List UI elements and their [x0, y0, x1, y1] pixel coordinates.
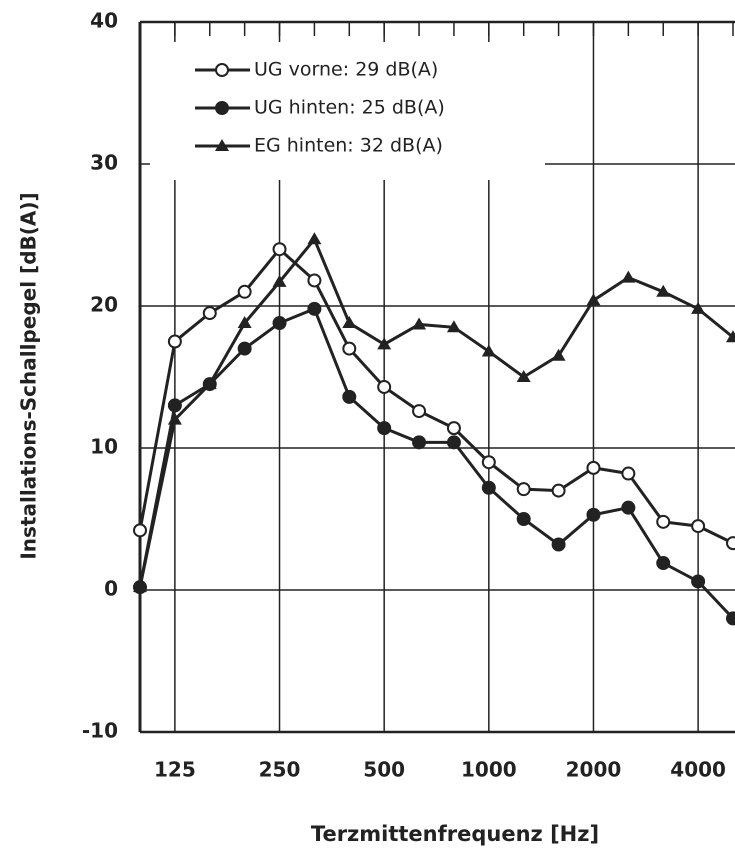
marker: [586, 507, 601, 522]
marker: [342, 389, 357, 404]
series-line: [138, 236, 734, 588]
marker: [412, 435, 427, 450]
y-axis-label: Installations-Schallpegel [dB(A)]: [17, 192, 41, 559]
marker: [691, 519, 706, 534]
marker: [481, 455, 496, 470]
y-tick-label: 40: [90, 9, 118, 33]
marker: [726, 611, 735, 626]
x-tick-label: 500: [363, 758, 405, 782]
marker: [133, 523, 147, 538]
marker: [516, 512, 531, 526]
marker: [621, 270, 636, 283]
legend-label: UG vorne: 29 dB(A): [254, 59, 438, 81]
marker: [377, 421, 392, 436]
x-axis-label: Terzmittenfrequenz [Hz]: [311, 822, 599, 846]
y-tick-label: 20: [90, 293, 118, 317]
marker: [272, 274, 287, 287]
marker: [342, 341, 357, 356]
x-tick-label: 250: [259, 758, 301, 782]
marker: [237, 316, 252, 329]
marker: [446, 421, 461, 436]
marker: [621, 500, 636, 515]
marker: [237, 284, 252, 299]
marker: [412, 317, 427, 330]
marker: [656, 556, 671, 571]
legend-marker: [215, 101, 229, 115]
marker: [167, 334, 182, 349]
marker: [202, 306, 217, 321]
legend-label: UG hinten: 25 dB(A): [254, 97, 445, 119]
marker: [516, 482, 531, 497]
marker: [621, 466, 636, 481]
marker: [516, 370, 531, 382]
marker: [656, 284, 671, 297]
y-tick-label: 0: [104, 577, 118, 601]
marker: [167, 412, 182, 425]
marker: [307, 232, 322, 245]
marker: [691, 574, 706, 589]
marker: [307, 273, 322, 288]
marker: [377, 337, 392, 350]
marker: [133, 580, 147, 593]
y-tick-label: 10: [90, 435, 118, 459]
marker: [551, 483, 566, 498]
marker: [167, 398, 182, 413]
legend-label: EG hinten: 32 dB(A): [254, 135, 443, 157]
marker: [202, 377, 217, 390]
marker: [481, 344, 496, 357]
y-tick-label: 30: [90, 151, 118, 175]
legend-marker: [215, 63, 229, 77]
x-tick-label: 4000: [670, 758, 726, 782]
marker: [272, 242, 287, 257]
series-line: [138, 247, 734, 545]
marker: [377, 379, 392, 394]
marker: [551, 537, 566, 552]
marker: [586, 293, 601, 306]
marker: [412, 404, 427, 419]
marker: [551, 348, 566, 361]
marker: [237, 341, 252, 356]
y-tick-label: -10: [82, 719, 118, 743]
marker: [656, 514, 671, 529]
marker: [691, 301, 706, 314]
marker: [342, 316, 357, 329]
x-tick-label: 1000: [461, 758, 517, 782]
x-tick-label: 125: [154, 758, 196, 782]
marker: [726, 536, 735, 551]
series-line: [138, 306, 735, 620]
marker: [726, 330, 735, 343]
legend-marker: [215, 139, 229, 151]
marker: [446, 320, 461, 333]
marker: [446, 435, 461, 450]
marker: [307, 301, 322, 316]
marker: [272, 316, 287, 331]
marker: [586, 460, 601, 475]
x-tick-label: 2000: [566, 758, 622, 782]
marker: [481, 480, 496, 495]
